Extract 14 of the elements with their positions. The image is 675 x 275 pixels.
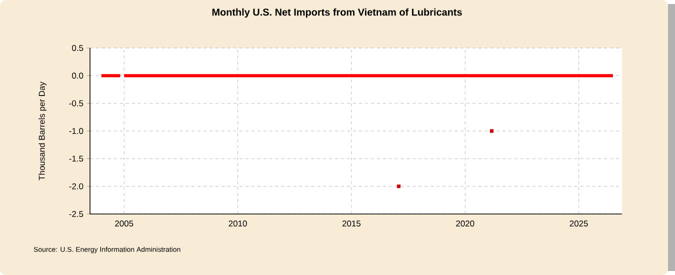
- y-tick-label: 0.5: [72, 45, 84, 51]
- chart-title: Monthly U.S. Net Imports from Vietnam of Lubricants: [212, 8, 462, 18]
- x-tick-label: 2020: [456, 220, 474, 227]
- y-tick-label: 0.0: [72, 72, 84, 79]
- y-tick-label: -2.5: [69, 211, 84, 217]
- y-tick-label: -0.5: [69, 100, 84, 106]
- y-axis-title: Thousand Barrels per Day: [38, 82, 46, 180]
- x-tick-label: 2010: [228, 220, 247, 227]
- y-tick-label: -1.5: [69, 156, 84, 162]
- y-tick-label: -1.0: [69, 128, 84, 134]
- y-tick-label: -2.0: [69, 183, 84, 190]
- x-tick-label: 2025: [570, 220, 588, 227]
- x-tick-label: 2005: [115, 220, 134, 227]
- x-tick-label: 2015: [342, 220, 361, 227]
